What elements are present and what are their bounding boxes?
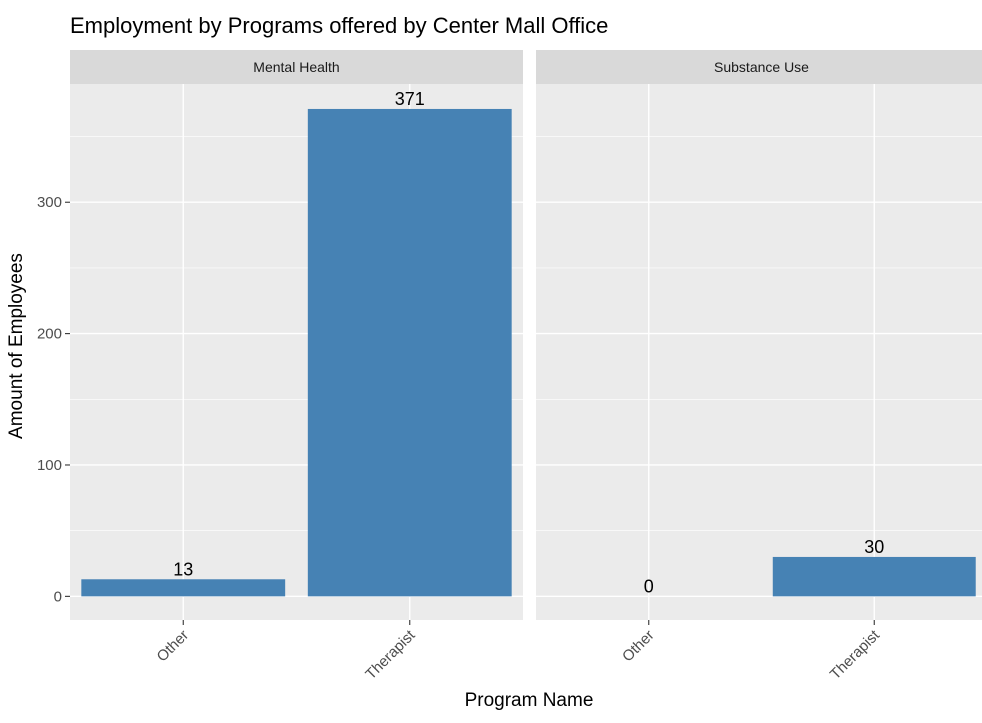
y-tick-label: 300 bbox=[37, 194, 62, 211]
data-label: 0 bbox=[644, 576, 654, 596]
data-label: 30 bbox=[864, 537, 884, 557]
facet-panels: Mental Health 13 371 Other Therapist 0 100 200 3… bbox=[37, 50, 982, 683]
facet-strip-label: Mental Health bbox=[253, 59, 339, 75]
x-tick-label: Other bbox=[154, 627, 193, 666]
x-tick-label: Therapist bbox=[827, 626, 884, 683]
y-tick-label: 100 bbox=[37, 457, 62, 474]
facet-strip bbox=[70, 50, 523, 84]
facet-strip-label: Substance Use bbox=[714, 59, 809, 75]
bar-therapist bbox=[772, 556, 976, 597]
y-tick-label: 0 bbox=[54, 588, 62, 605]
data-label: 371 bbox=[395, 89, 425, 109]
chart-title: Employment by Programs offered by Center… bbox=[70, 13, 608, 38]
facet-strip bbox=[536, 50, 982, 84]
x-tick-label: Therapist bbox=[362, 626, 419, 683]
bar-therapist bbox=[307, 108, 512, 597]
data-label: 13 bbox=[173, 559, 193, 579]
panel-background bbox=[536, 84, 982, 620]
y-tick-label: 200 bbox=[37, 326, 62, 343]
x-tick-label: Other bbox=[619, 627, 658, 666]
y-axis-title: Amount of Employees bbox=[6, 253, 27, 439]
bar-other bbox=[81, 579, 286, 597]
facet-0: Mental Health 13 371 Other Therapist 0 100 200 3… bbox=[37, 50, 523, 683]
x-axis-title: Program Name bbox=[465, 690, 594, 711]
facet-1: Substance Use 0 30 Other Therapist bbox=[536, 50, 982, 683]
